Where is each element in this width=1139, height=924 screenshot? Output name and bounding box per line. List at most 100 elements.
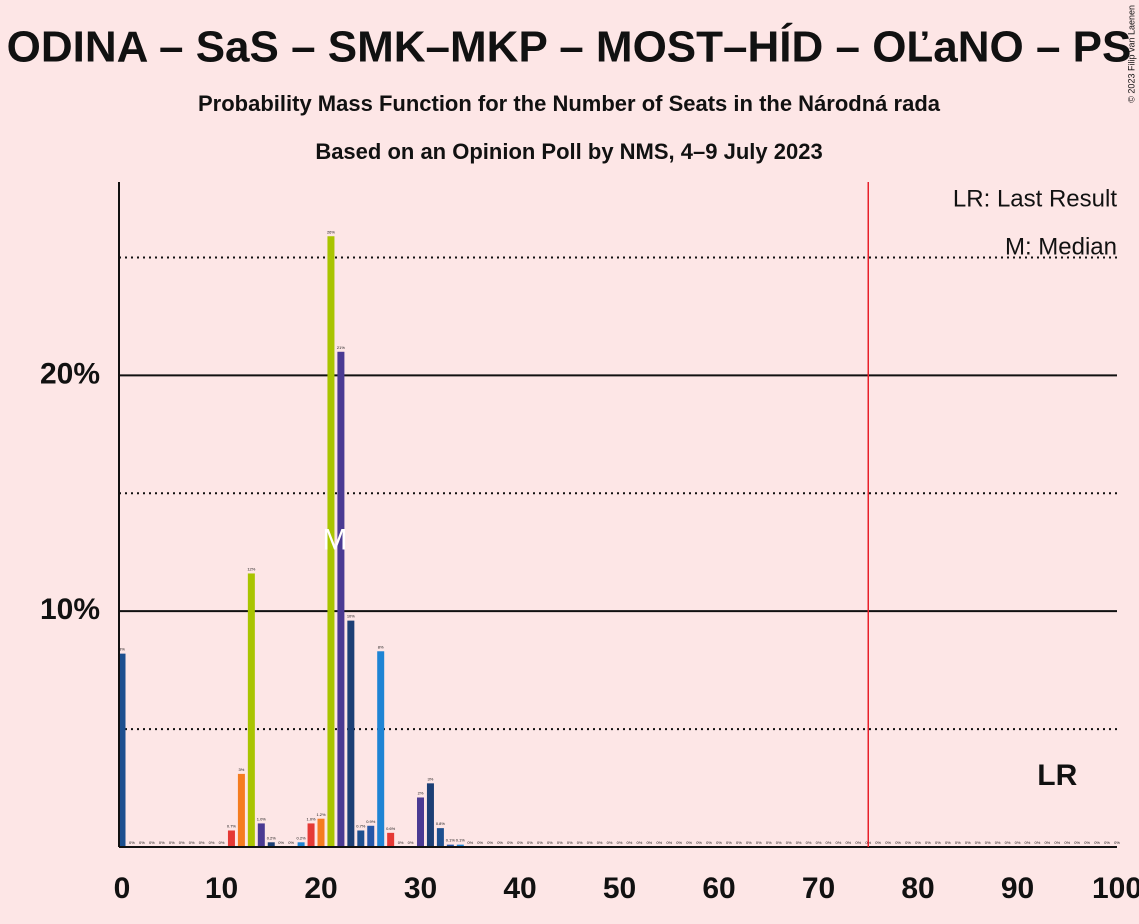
value-label: 0% (1074, 840, 1080, 845)
value-label: 0% (925, 840, 931, 845)
value-label: 0% (686, 840, 692, 845)
bar (446, 844, 454, 847)
value-label: 0% (607, 840, 613, 845)
x-tick-label: 100 (1092, 872, 1139, 905)
value-label: 0% (537, 840, 543, 845)
value-label: 0% (637, 840, 643, 845)
value-label: 0% (676, 840, 682, 845)
value-label: 8% (119, 647, 125, 652)
value-label: 0% (497, 840, 503, 845)
value-label: 0% (995, 840, 1001, 845)
value-label: 3% (239, 767, 245, 772)
value-label: 10% (347, 614, 355, 619)
value-label: 0% (965, 840, 971, 845)
bar (118, 653, 126, 847)
value-label: 0% (1005, 840, 1011, 845)
bar (267, 842, 275, 847)
value-label: 0% (487, 840, 493, 845)
value-label: 0% (726, 840, 732, 845)
value-label: 0% (169, 840, 175, 845)
x-tick-label: 70 (802, 872, 835, 905)
value-label: 0% (1114, 840, 1120, 845)
bar (337, 351, 345, 847)
value-label: 0% (1084, 840, 1090, 845)
value-label: 0% (646, 840, 652, 845)
value-label: 0% (1025, 840, 1031, 845)
value-label: 0% (129, 840, 135, 845)
value-label: 0% (517, 840, 523, 845)
y-tick-label: 20% (40, 357, 100, 390)
value-label: 0% (736, 840, 742, 845)
value-label: 0% (656, 840, 662, 845)
value-label: 0% (149, 840, 155, 845)
median-marker: M (322, 524, 347, 557)
value-label: 0% (945, 840, 951, 845)
value-label: 0% (905, 840, 911, 845)
value-label: 0% (278, 840, 284, 845)
value-label: 0% (398, 840, 404, 845)
value-label: 0% (1094, 840, 1100, 845)
value-label: 0% (587, 840, 593, 845)
value-label: 0% (189, 840, 195, 845)
value-label: 0.7% (356, 824, 366, 829)
value-label: 0% (467, 840, 473, 845)
value-label: 0% (1015, 840, 1021, 845)
value-label: 0% (527, 840, 533, 845)
value-label: 0% (209, 840, 215, 845)
value-label: 0% (955, 840, 961, 845)
bar (377, 651, 385, 847)
value-label: 0.1% (446, 838, 456, 843)
y-tick-label: 10% (40, 593, 100, 626)
value-label: 0% (1064, 840, 1070, 845)
bar (456, 844, 464, 847)
value-label: 0% (179, 840, 185, 845)
value-label: 0% (567, 840, 573, 845)
bar (357, 830, 365, 847)
value-label: 0% (139, 840, 145, 845)
bar (417, 797, 424, 847)
chart-subtitle: Based on an Opinion Poll by NMS, 4–9 Jul… (315, 139, 822, 164)
value-label: 26% (327, 229, 335, 234)
value-label: 0.2% (267, 835, 277, 840)
value-label: 0% (627, 840, 633, 845)
value-label: 0.9% (366, 819, 376, 824)
x-tick-label: 0 (114, 872, 131, 905)
value-label: 0% (1054, 840, 1060, 845)
value-label: 21% (337, 345, 345, 350)
value-label: 0% (706, 840, 712, 845)
bar (227, 830, 235, 847)
value-label: 0% (617, 840, 623, 845)
value-label: 0% (288, 840, 294, 845)
value-label: 0% (895, 840, 901, 845)
value-label: 0% (855, 840, 861, 845)
x-tick-label: 30 (404, 872, 437, 905)
value-label: 0.2% (297, 835, 307, 840)
value-label: 1.2% (316, 812, 326, 817)
value-label: 3% (428, 776, 434, 781)
value-label: 0% (219, 840, 225, 845)
value-label: 0% (786, 840, 792, 845)
bar (327, 236, 335, 847)
value-label: 0% (159, 840, 165, 845)
value-label: 0% (547, 840, 553, 845)
value-label: 1.0% (257, 816, 267, 821)
value-label: 12% (247, 567, 255, 572)
legend-entry: LR: Last Result (953, 185, 1117, 212)
value-label: 0% (696, 840, 702, 845)
value-label: 8% (378, 644, 384, 649)
value-label: 0% (816, 840, 822, 845)
value-label: 0% (597, 840, 603, 845)
bar (257, 823, 265, 847)
bar (347, 620, 355, 847)
value-label: 0% (477, 840, 483, 845)
bar (297, 842, 305, 847)
value-label: 0% (935, 840, 941, 845)
value-label: 0% (199, 840, 205, 845)
value-label: 0% (796, 840, 802, 845)
x-tick-label: 20 (304, 872, 337, 905)
value-label: 0% (985, 840, 991, 845)
value-label: 0.7% (227, 824, 237, 829)
bar (367, 825, 375, 847)
legend-entry: M: Median (1005, 233, 1117, 260)
x-tick-label: 10 (205, 872, 238, 905)
